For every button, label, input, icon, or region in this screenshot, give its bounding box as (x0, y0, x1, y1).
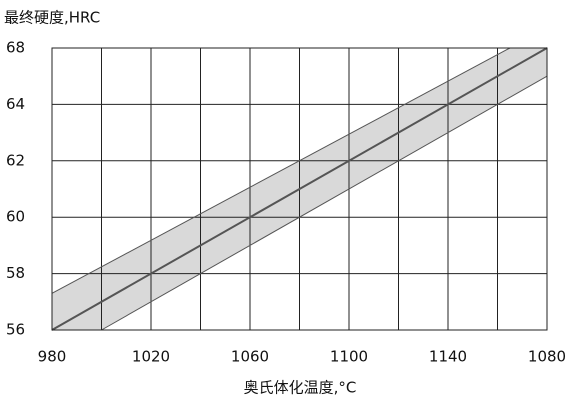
x-axis-label: 奥氏体化温度,°C (244, 379, 357, 397)
x-tick-label: 980 (38, 348, 67, 366)
y-tick-label: 64 (6, 95, 25, 113)
chart-title: 最终硬度,HRC (4, 9, 100, 27)
y-tick-label: 62 (6, 151, 25, 169)
x-tick-label: 1080 (528, 348, 566, 366)
y-tick-label: 68 (6, 39, 25, 57)
y-tick-label: 58 (6, 264, 25, 282)
x-tick-label: 1100 (330, 348, 368, 366)
y-tick-label: 56 (6, 321, 25, 339)
line-lower (101, 75, 548, 331)
line-upper (51, 47, 511, 294)
x-tick-label: 1140 (429, 348, 467, 366)
x-tick-label: 1060 (231, 348, 269, 366)
line-center (51, 47, 548, 331)
x-tick-label: 1020 (132, 348, 170, 366)
y-tick-label: 60 (6, 208, 25, 226)
plot-frame (51, 47, 548, 331)
